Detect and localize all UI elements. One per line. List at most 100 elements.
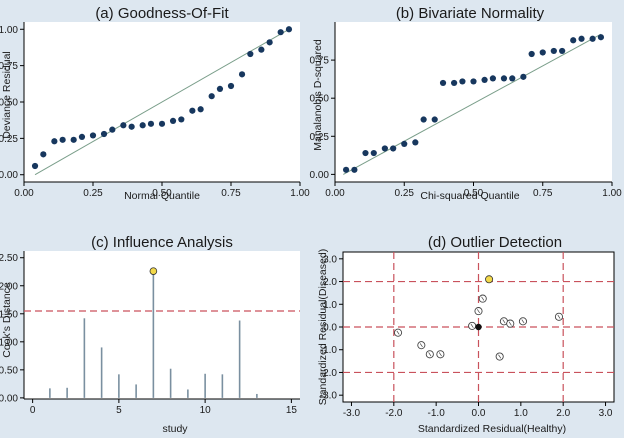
x-axis-title: Normal Quantile <box>124 190 200 202</box>
y-tick-label: 0.25 <box>0 134 18 145</box>
chart-title: (c) Influence Analysis <box>91 234 233 251</box>
plot-area <box>335 22 612 182</box>
data-point <box>420 116 427 123</box>
influential-point <box>149 267 158 275</box>
data-point <box>431 116 438 123</box>
x-axis-title: study <box>162 423 188 435</box>
data-point <box>128 123 135 130</box>
data-point <box>100 130 108 138</box>
data-point <box>285 26 293 33</box>
panel-goodness-of-fit: (a) Goodness-Of-Fit Normal Quantile Devi… <box>0 0 312 219</box>
data-point <box>559 47 566 55</box>
data-point <box>351 166 358 173</box>
x-tick-label: 10 <box>200 405 212 416</box>
x-tick-label: 0.75 <box>221 188 241 199</box>
data-point <box>597 34 605 41</box>
y-tick-label: 1.00 <box>0 337 18 348</box>
data-point-mark <box>481 296 485 301</box>
data-point-filled <box>475 323 482 331</box>
data-point <box>197 106 204 113</box>
y-axis-title: Deviance Residual <box>1 51 13 139</box>
data-point-mark <box>419 343 423 348</box>
x-tick-label: -1.0 <box>428 408 446 419</box>
data-point <box>589 35 596 42</box>
data-point <box>70 136 77 143</box>
data-point <box>208 93 215 100</box>
data-point-mark <box>428 352 432 357</box>
y-tick-label: 3.0 <box>323 254 337 265</box>
y-axis-title: Cook's Distance <box>1 282 13 358</box>
x-tick-label: 1.00 <box>602 188 622 199</box>
x-tick-label: 0.00 <box>325 188 345 199</box>
y-tick-label: 0.25 <box>310 132 330 143</box>
data-point-mark <box>438 352 442 357</box>
chart-title: (d) Outlier Detection <box>428 234 562 251</box>
data-point <box>227 82 235 90</box>
y-tick-label: -1.0 <box>320 345 338 356</box>
x-axis-title: Standardized Residual(Healthy) <box>418 423 566 435</box>
data-point <box>120 122 127 129</box>
y-tick-label: 0.00 <box>0 170 18 181</box>
y-tick-label: 1.50 <box>0 309 18 320</box>
data-point <box>489 75 496 82</box>
x-tick-label: 3.0 <box>599 408 613 419</box>
data-point <box>578 35 585 42</box>
y-tick-label: 1.00 <box>0 25 18 36</box>
data-point <box>139 122 146 129</box>
y-tick-label: 0.75 <box>310 56 330 67</box>
data-point <box>412 139 419 146</box>
chart-title: (a) Goodness-Of-Fit <box>95 5 229 22</box>
data-point <box>31 162 39 170</box>
data-point <box>40 151 47 158</box>
data-point <box>78 133 86 141</box>
data-point <box>342 166 350 173</box>
data-point <box>266 39 273 46</box>
data-point <box>51 138 58 145</box>
outlier-point <box>485 275 494 284</box>
y-tick-label: -2.0 <box>320 368 338 379</box>
y-tick-label: 0.00 <box>0 393 18 404</box>
data-point <box>169 117 177 125</box>
panel-influence-analysis: (c) Influence Analysis study Cook's Dist… <box>0 219 312 438</box>
data-point <box>89 132 97 139</box>
reference-line <box>34 28 290 176</box>
data-point-mark <box>502 319 506 324</box>
data-point <box>550 47 557 55</box>
data-point <box>258 46 265 53</box>
data-point-mark <box>396 330 400 335</box>
x-tick-label: 0.25 <box>83 188 103 199</box>
data-point <box>390 145 397 152</box>
x-tick-label: 0.75 <box>533 188 553 199</box>
x-tick-label: 2.0 <box>556 408 570 419</box>
x-axis-title: Chi-squared Quantile <box>420 190 519 202</box>
x-tick-label: 0.25 <box>395 188 415 199</box>
data-point <box>520 73 527 80</box>
y-tick-label: 0.0 <box>323 323 337 334</box>
data-point <box>470 78 477 85</box>
y-tick-label: 2.00 <box>0 281 18 292</box>
data-point <box>109 126 116 133</box>
x-tick-label: -2.0 <box>385 408 403 419</box>
y-tick-label: 0.75 <box>0 61 18 72</box>
x-tick-label: 0.00 <box>14 188 34 199</box>
data-point <box>401 140 408 148</box>
x-tick-label: 5 <box>116 405 122 416</box>
data-point-mark <box>521 319 525 324</box>
x-tick-label: -3.0 <box>343 408 361 419</box>
plot-area <box>24 251 300 399</box>
data-point <box>451 79 458 87</box>
data-point <box>189 107 196 114</box>
data-point <box>528 50 535 58</box>
data-point <box>158 120 166 127</box>
data-point-mark <box>477 309 480 314</box>
x-tick-label: 0.50 <box>152 188 172 199</box>
data-point <box>439 79 447 87</box>
data-point-mark <box>557 314 561 319</box>
data-point <box>216 85 224 93</box>
data-point <box>370 149 377 157</box>
data-point <box>539 49 546 56</box>
data-point <box>59 136 66 143</box>
data-point <box>381 145 388 152</box>
data-point <box>509 75 516 82</box>
